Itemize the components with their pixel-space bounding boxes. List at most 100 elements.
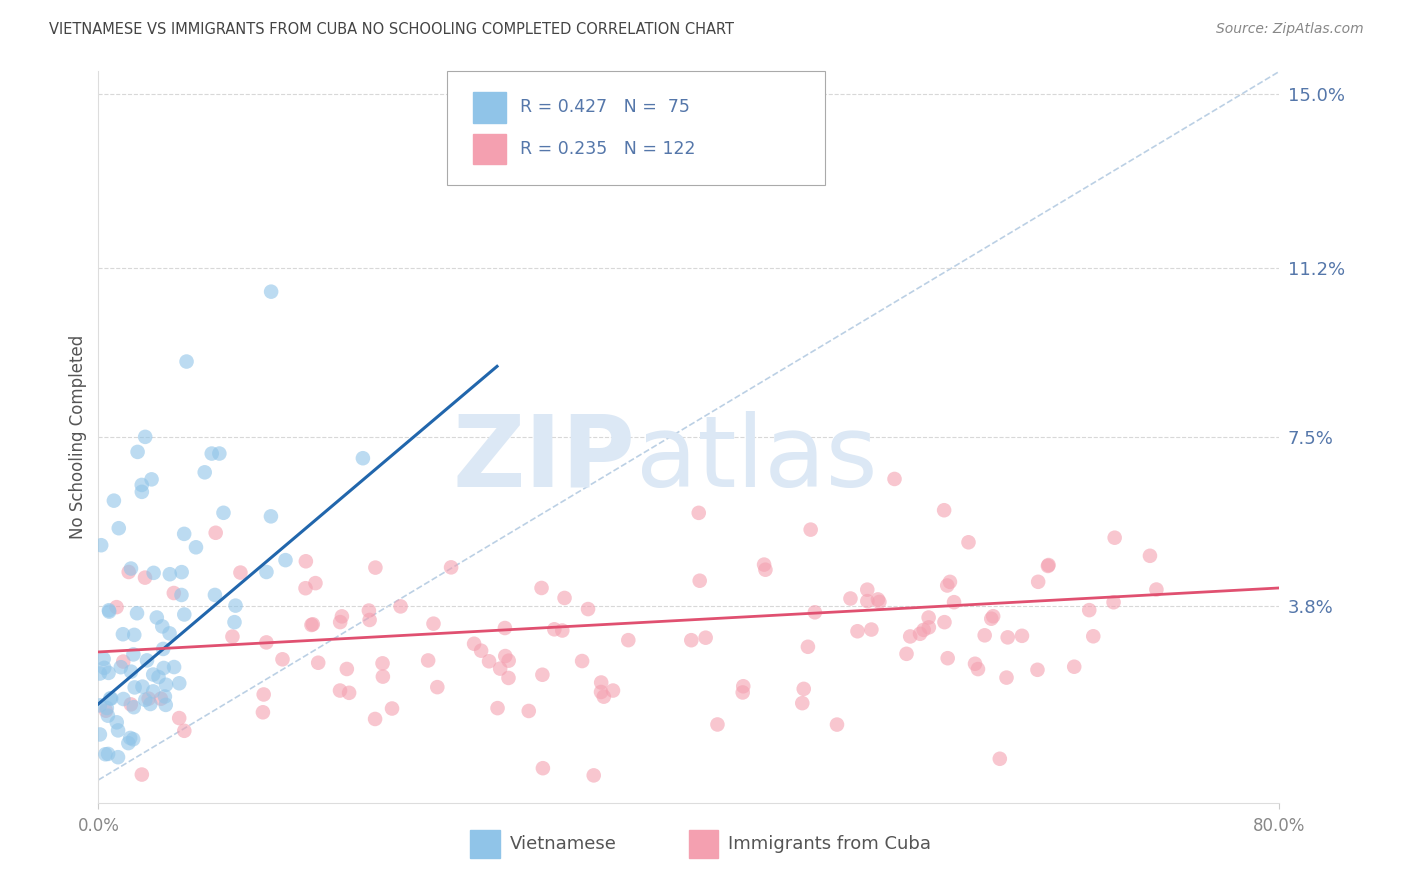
Point xyxy=(173,723,195,738)
Point xyxy=(731,685,754,699)
Point xyxy=(1083,629,1105,643)
Point xyxy=(800,523,823,537)
Point xyxy=(591,675,613,690)
Point xyxy=(120,698,142,712)
Point xyxy=(97,665,120,680)
Point xyxy=(981,609,1004,624)
Point xyxy=(122,648,145,662)
Point xyxy=(939,574,962,589)
Point xyxy=(1063,659,1085,673)
Point xyxy=(1011,629,1033,643)
Point xyxy=(752,558,775,572)
Point xyxy=(1104,531,1126,545)
Point xyxy=(336,662,359,676)
Point xyxy=(89,666,111,681)
Point xyxy=(936,578,959,592)
Point xyxy=(131,484,153,499)
Point xyxy=(167,676,190,690)
Point xyxy=(295,554,318,568)
Point xyxy=(754,563,776,577)
Point xyxy=(1026,574,1049,589)
Point xyxy=(330,609,353,624)
Point xyxy=(212,506,235,520)
Point xyxy=(589,685,612,699)
Point xyxy=(422,616,444,631)
Point xyxy=(111,627,134,641)
Point xyxy=(1102,595,1125,609)
Point xyxy=(839,591,862,606)
Point xyxy=(204,588,226,602)
Point xyxy=(329,615,352,629)
Point xyxy=(489,662,512,676)
Bar xyxy=(472,134,506,164)
Point xyxy=(176,354,198,368)
Point xyxy=(97,603,120,617)
Text: ZIP: ZIP xyxy=(453,410,636,508)
Point xyxy=(943,595,966,609)
Point xyxy=(90,538,112,552)
Point xyxy=(543,623,565,637)
Point xyxy=(576,602,599,616)
Point xyxy=(917,610,939,624)
Point xyxy=(159,626,181,640)
Point xyxy=(1144,582,1167,597)
Point xyxy=(149,691,172,706)
Point xyxy=(486,701,509,715)
Point xyxy=(271,652,294,666)
Point xyxy=(94,747,117,762)
Point xyxy=(825,717,848,731)
Text: Source: ZipAtlas.com: Source: ZipAtlas.com xyxy=(1216,22,1364,37)
Point xyxy=(973,628,995,642)
Point xyxy=(1078,603,1101,617)
Point xyxy=(131,767,153,781)
Point xyxy=(107,521,129,535)
Point xyxy=(883,472,905,486)
Point xyxy=(159,567,181,582)
Point xyxy=(337,686,360,700)
Point xyxy=(155,698,177,712)
Point xyxy=(1026,663,1049,677)
FancyBboxPatch shape xyxy=(447,71,825,185)
Point xyxy=(142,566,165,580)
Point xyxy=(1038,558,1060,572)
Point xyxy=(152,642,174,657)
Point xyxy=(148,670,170,684)
Point xyxy=(531,761,554,775)
Point xyxy=(134,430,156,444)
Point xyxy=(97,708,120,723)
Point xyxy=(97,747,120,761)
Point xyxy=(146,610,169,624)
Point xyxy=(592,690,614,704)
Point xyxy=(252,706,274,720)
Point xyxy=(689,574,711,588)
Point xyxy=(706,717,728,731)
Point xyxy=(371,670,394,684)
Point xyxy=(107,723,129,738)
Point xyxy=(96,701,118,715)
Text: Immigrants from Cuba: Immigrants from Cuba xyxy=(728,836,931,854)
Point xyxy=(856,582,879,597)
Point xyxy=(112,655,135,669)
Point xyxy=(221,630,243,644)
Point xyxy=(602,683,624,698)
Point xyxy=(225,599,247,613)
Point xyxy=(163,660,186,674)
Point xyxy=(294,581,316,595)
Point xyxy=(470,643,492,657)
Point xyxy=(120,665,142,679)
Point xyxy=(152,661,174,675)
Bar xyxy=(689,830,718,858)
Point xyxy=(860,623,883,637)
Point xyxy=(792,696,814,710)
Point xyxy=(118,565,141,579)
Point xyxy=(131,478,153,492)
Point xyxy=(364,712,387,726)
Point xyxy=(846,624,869,639)
Point xyxy=(352,451,374,466)
Point xyxy=(256,565,278,579)
Point xyxy=(253,688,276,702)
Text: atlas: atlas xyxy=(636,410,877,508)
Point xyxy=(127,445,149,459)
Point xyxy=(304,576,326,591)
Point xyxy=(582,768,605,782)
